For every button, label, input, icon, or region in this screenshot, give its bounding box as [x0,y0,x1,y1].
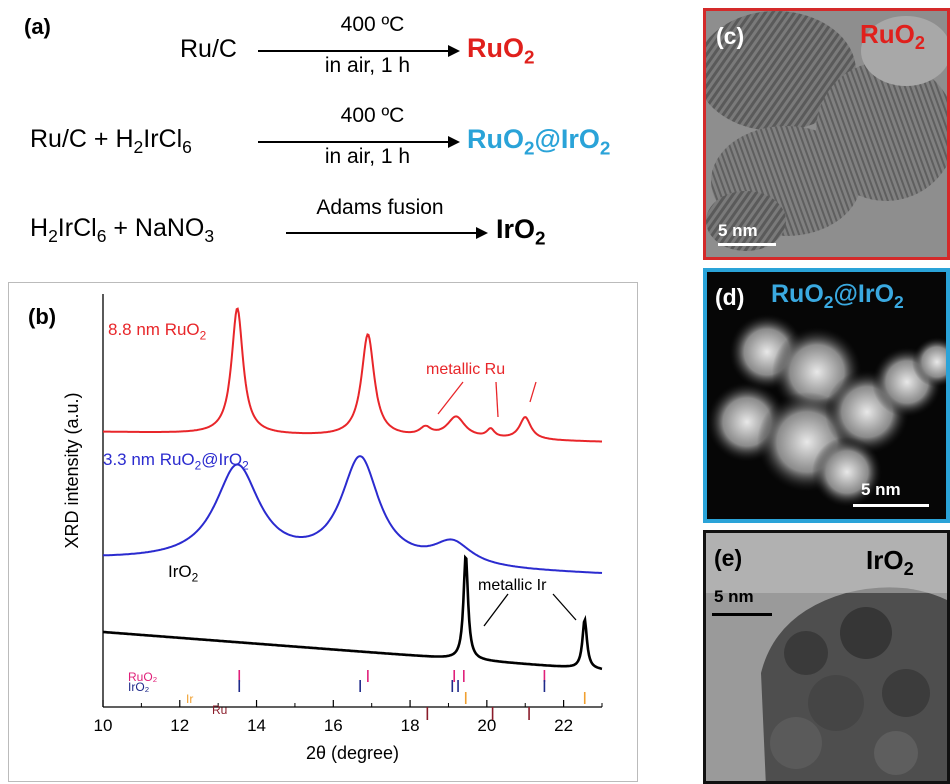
annotation-metallic-ru: metallic Ru [426,361,505,378]
reaction-3-reactants: H2IrCl6 + NaNO3 [30,214,215,246]
panel-c-scale-bar [718,243,776,246]
panel-d-scale-bar [853,504,929,507]
reaction-1-reactants: Ru/C [180,35,237,63]
panel-d-label: (d) [715,284,745,310]
chart-outer-frame [8,282,638,782]
reaction-2-arrow [258,136,460,148]
reaction-1-condition-top: 400 ºC [340,13,405,36]
arrow-metallic-ir-0 [483,593,509,627]
reaction-3-condition-top: Adams fusion [316,196,444,219]
ref-label-3: Ru [212,703,227,717]
reaction-1-arrow [258,45,460,57]
x-tick-label: 22 [554,716,573,735]
reaction-1-condition-bottom: in air, 1 h [324,54,411,77]
panel-c-label: (c) [716,23,745,49]
ref-label-2: Ir [186,692,193,706]
panel-e-scale-bar [712,613,772,616]
tem-texture-c [706,11,947,257]
stem-texture-d [707,272,946,519]
stem-image-ruo2-iro2: (d) RuO2@IrO2 5 nm [703,268,950,523]
reaction-2-product: RuO2@IrO2 [467,124,611,160]
panel-e-label: (e) [714,545,743,571]
y-axis-label: XRD intensity (a.u.) [62,392,82,548]
series-label-0: 8.8 nm RuO2 [108,320,206,342]
ref-label-0: RuO₂ [128,670,158,684]
reaction-3-arrow [286,227,488,239]
reaction-1-product: RuO2 [467,33,535,69]
tem-image-iro2: (e) IrO2 5 nm [703,530,950,784]
reaction-2-reactants: Ru/C + H2IrCl6 [30,125,192,157]
panel-e-title: IrO2 [866,545,914,580]
arrow-metallic-ru-0 [437,381,464,415]
annotation-metallic-ir: metallic Ir [478,577,547,594]
series-label-1: 3.3 nm RuO2@IrO2 [103,450,249,472]
arrow-metallic-ru-2 [529,381,537,403]
arrow-metallic-ir-1 [552,593,577,621]
x-tick-label: 12 [170,716,189,735]
x-tick-label: 14 [247,716,266,735]
x-tick-label: 10 [94,716,113,735]
panel-c-title: RuO2 [860,19,926,54]
panel-d-scale-text: 5 nm [861,480,901,499]
x-tick-label: 20 [477,716,496,735]
arrow-metallic-ru-1 [495,381,499,418]
series-line-0 [103,307,602,443]
reaction-2-condition-top: 400 ºC [340,104,405,127]
series-line-1 [102,455,603,574]
x-tick-label: 16 [324,716,343,735]
panel-c-scale-text: 5 nm [718,221,758,240]
panel-b-label: (b) [28,304,56,329]
x-tick-label: 18 [401,716,420,735]
reaction-2-condition-bottom: in air, 1 h [324,145,411,168]
xrd-chart: 10 12 14 16 18 20 22 2θ (degree) XRD intensity (… [8,282,638,782]
series-label-2: IrO2 [168,562,198,584]
reaction-3-product: IrO2 [496,214,546,250]
panel-a-label: (a) [24,14,51,39]
ref-label-1: IrO₂ [128,680,150,694]
tem-image-ruo2: (c) RuO2 5 nm [703,8,950,260]
series-line-2 [102,554,603,671]
x-axis-label: 2θ (degree) [306,743,399,763]
tem-texture-e [706,533,947,781]
panel-e-scale-text: 5 nm [714,587,754,606]
panel-d-title: RuO2@IrO2 [771,280,904,312]
